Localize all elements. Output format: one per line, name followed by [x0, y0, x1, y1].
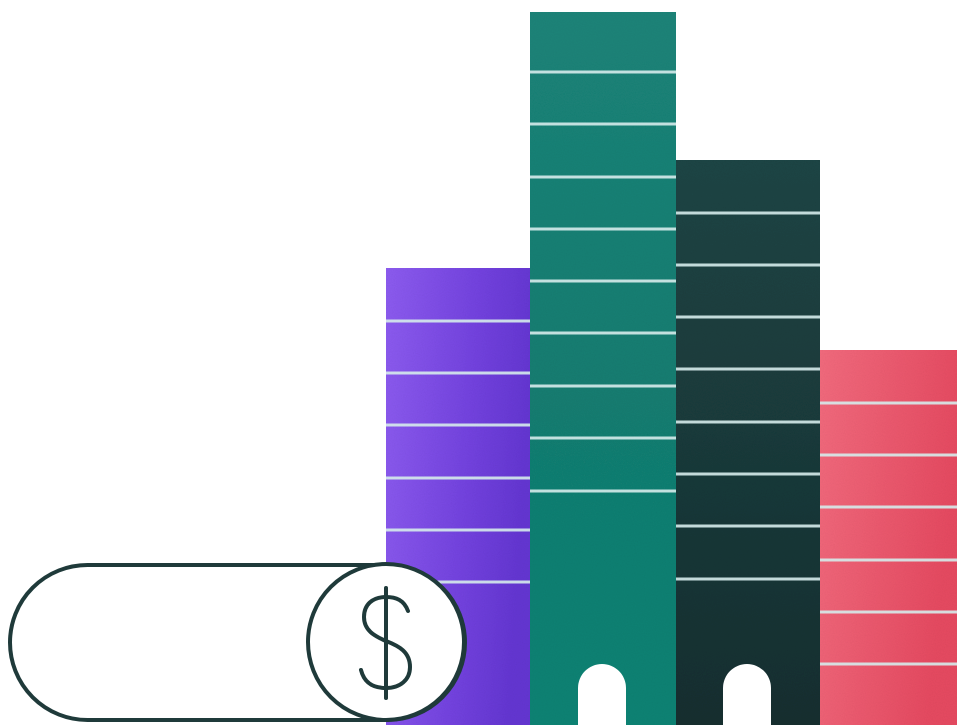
teal-bar-arch [578, 664, 626, 725]
dark-bar-arch [723, 664, 771, 725]
coin-symbol: $ [0, 0, 1, 1]
dark-bar [675, 160, 820, 725]
dollar-coin-icon: $ [0, 0, 466, 722]
teal-bar [530, 12, 676, 725]
pink-bar [818, 350, 957, 725]
